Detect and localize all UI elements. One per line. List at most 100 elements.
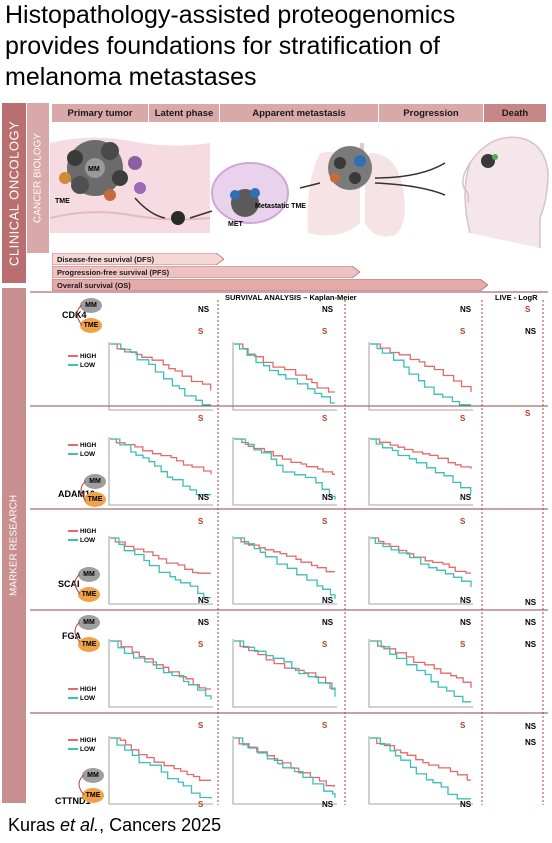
km-plot xyxy=(368,437,473,506)
km-plot xyxy=(108,437,213,506)
km-plot xyxy=(232,342,337,411)
legend-low: LOW xyxy=(68,361,96,370)
sig-bottom: NS xyxy=(198,493,210,502)
km-plot xyxy=(368,342,473,411)
sig-top: S xyxy=(460,517,466,526)
km-curve-low xyxy=(370,537,472,588)
km-axis xyxy=(108,437,213,506)
lung-right xyxy=(365,153,405,237)
km-curve-high xyxy=(110,640,211,690)
km-curve-low xyxy=(370,640,471,703)
node-connector xyxy=(68,618,82,653)
km-axis xyxy=(108,342,213,411)
km-legend: HIGH LOW xyxy=(68,685,96,703)
km-axis xyxy=(368,437,473,506)
metastatic-tme-illus-label: Metastatic TME xyxy=(255,203,306,210)
sig-top: NS xyxy=(460,305,472,314)
legend-high-label: HIGH xyxy=(80,737,97,744)
km-curve-low xyxy=(234,537,336,599)
legend-high: HIGH xyxy=(68,736,96,745)
km-curve-low xyxy=(234,343,335,404)
km-curve-low xyxy=(234,438,336,500)
km-axis xyxy=(232,342,337,411)
logr-header: LIVE - LogR xyxy=(495,293,538,302)
mm-node: MM xyxy=(80,298,102,313)
tme-node: TME xyxy=(80,318,102,333)
os-arrow xyxy=(52,279,488,291)
marker-row-adam10: ADAM10 MM TME HIGH LOW S NS S NS S NS S xyxy=(0,409,552,509)
node-connector xyxy=(70,301,84,336)
stage-death: Death xyxy=(484,104,546,122)
km-curve-low xyxy=(370,438,472,495)
legend-high: HIGH xyxy=(68,352,96,361)
km-curve-high xyxy=(234,343,335,393)
km-plot xyxy=(368,736,473,805)
node-connector xyxy=(74,477,88,512)
gene-label: FGA xyxy=(62,631,81,641)
pfs-arrow xyxy=(52,266,360,278)
legend-low: LOW xyxy=(68,745,96,754)
tme-illus-label: TME xyxy=(55,198,70,205)
tme-node: TME xyxy=(78,587,100,602)
km-axis xyxy=(368,342,473,411)
legend-high: HIGH xyxy=(68,685,96,694)
tme-node: TME xyxy=(78,637,100,652)
connector-arrow xyxy=(80,480,87,502)
km-plot xyxy=(368,536,473,605)
sig-bottom: NS xyxy=(460,493,472,502)
logr-sig: NS xyxy=(525,738,537,747)
connector-arrow xyxy=(74,621,81,643)
figure-title: Histopathology-assisted proteogenomics p… xyxy=(5,1,456,91)
sig-sub: S xyxy=(460,640,466,649)
legend-low-label: LOW xyxy=(80,537,96,544)
km-plot xyxy=(108,639,213,708)
logr-sig: NS xyxy=(525,327,537,336)
logr-sig: NS xyxy=(525,722,537,731)
gene-label: CDK4 xyxy=(62,310,87,320)
logr-sig: NS xyxy=(525,618,537,627)
metastasis-illustration: MM TME MET Metastatic TME xyxy=(50,123,550,253)
km-plot xyxy=(232,536,337,605)
sig-top: S xyxy=(198,517,204,526)
stage-primary-tumor: Primary tumor xyxy=(52,104,148,122)
km-legend: HIGH LOW xyxy=(68,441,96,459)
km-curve-low xyxy=(110,640,212,700)
legend-high-label: HIGH xyxy=(80,686,97,693)
pfs-label: Progression-free survival (PFS) xyxy=(57,267,170,277)
sig-sub: S xyxy=(198,327,204,336)
mm-node: MM xyxy=(78,567,100,582)
marker-row-fga: FGA MM TME HIGH LOW NS S NS S NS S NS NS xyxy=(0,613,552,713)
km-curve-low xyxy=(110,737,212,799)
km-curve-low xyxy=(234,640,336,697)
km-curve-low xyxy=(370,737,471,800)
km-curve-low xyxy=(110,537,211,599)
sig-bottom: S xyxy=(198,800,204,809)
sig-top: S xyxy=(198,721,204,730)
km-axis xyxy=(232,639,337,708)
sig-sub: S xyxy=(322,327,328,336)
km-plot xyxy=(368,639,473,708)
km-axis xyxy=(368,639,473,708)
legend-low: LOW xyxy=(68,450,96,459)
legend-low: LOW xyxy=(68,536,96,545)
km-plot xyxy=(232,639,337,708)
km-curve-high xyxy=(370,537,471,574)
sig-top: NS xyxy=(198,305,210,314)
km-plot xyxy=(108,342,213,411)
km-axis xyxy=(232,536,337,605)
tme-node: TME xyxy=(84,492,106,507)
pfs-bar: Progression-free survival (PFS) xyxy=(52,266,360,278)
sig-top: S xyxy=(460,721,466,730)
legend-low-label: LOW xyxy=(80,695,96,702)
km-axis xyxy=(368,736,473,805)
km-curve-high xyxy=(370,438,472,469)
legend-high: HIGH xyxy=(68,441,96,450)
citation-etal: et al. xyxy=(60,815,100,835)
logr-sig: NS xyxy=(525,598,537,607)
sig-bottom: NS xyxy=(322,596,334,605)
sig-top: NS xyxy=(460,618,472,627)
sig-top: NS xyxy=(322,305,334,314)
sig-top: S xyxy=(322,721,328,730)
sig-bottom: NS xyxy=(460,596,472,605)
